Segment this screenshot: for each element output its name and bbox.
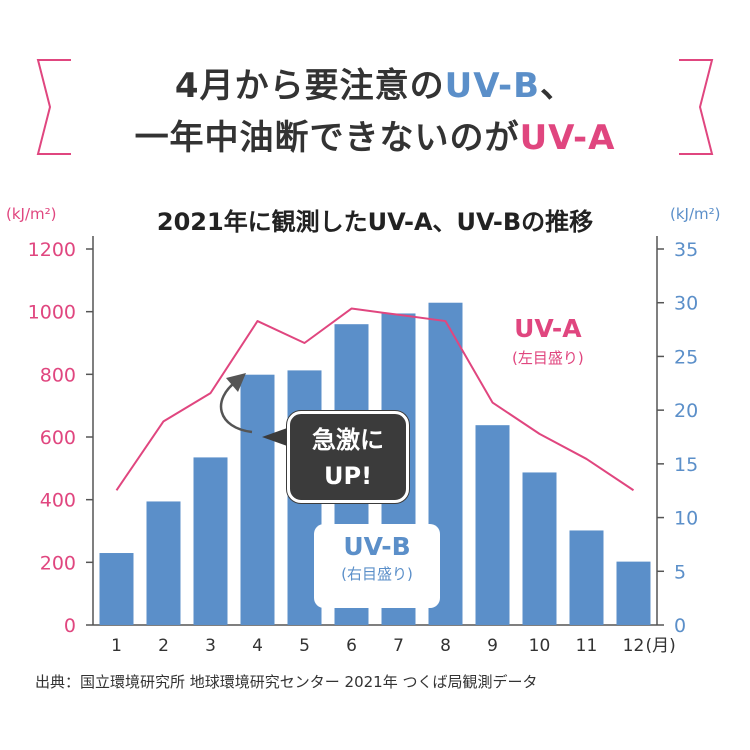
x-tick-label: 12 <box>623 636 645 656</box>
uva-series-label: UV-A (左目盛り) <box>512 314 584 368</box>
left-tick-label: 800 <box>40 364 76 386</box>
uvb-bar <box>522 472 557 625</box>
uvb-bar <box>146 501 181 625</box>
left-tick-label: 400 <box>40 490 76 512</box>
curved-arrow-icon <box>219 378 253 434</box>
arrow-head-icon <box>226 373 246 392</box>
uva-axis-note: (左目盛り) <box>512 349 584 367</box>
x-tick-label: 6 <box>346 636 357 656</box>
x-tick-label: 10 <box>529 636 551 656</box>
x-tick-label: 5 <box>299 636 310 656</box>
uva-line <box>115 307 635 492</box>
uvb-bar <box>616 561 651 625</box>
left-axis-unit: (kJ/m²) <box>6 205 57 223</box>
x-tick-label: 2 <box>158 636 169 656</box>
right-tick-label: 25 <box>674 346 698 368</box>
x-unit-label: (月) <box>646 636 676 656</box>
uvb-bar <box>193 457 228 625</box>
right-tick-label: 15 <box>674 454 698 476</box>
uvb-series-label: UV-B (右目盛り) <box>314 524 440 608</box>
annotation-line-1: 急激に <box>312 426 384 454</box>
x-tick-label: 1 <box>111 636 122 656</box>
right-axis-unit: (kJ/m²) <box>670 205 721 223</box>
left-tick-label: 0 <box>64 615 76 637</box>
callout-tail <box>262 427 290 447</box>
uvb-series-name: UV-B <box>343 532 411 561</box>
uvb-bar <box>240 374 275 625</box>
left-tick-label: 200 <box>40 552 76 574</box>
uvb-bar <box>569 530 604 625</box>
x-tick-label: 9 <box>487 636 498 656</box>
headline-uvb: UV-B <box>444 66 541 106</box>
right-tick-label: 35 <box>674 239 698 261</box>
right-tick-label: 20 <box>674 400 698 422</box>
x-tick-label: 11 <box>576 636 598 656</box>
x-tick-label: 7 <box>393 636 404 656</box>
uvb-bar <box>475 425 510 625</box>
source-note: 出典：国立環境研究所 地球環境研究センター 2021年 つくば局観測データ <box>35 673 538 691</box>
left-tick-label: 1200 <box>28 239 76 261</box>
headline-uva: UV-A <box>519 118 616 158</box>
right-tick-label: 0 <box>674 615 686 637</box>
annotation-callout: 急激に UP! <box>287 411 409 503</box>
x-tick-label: 3 <box>205 636 216 656</box>
right-tick-label: 10 <box>674 508 698 530</box>
uva-series-name: UV-A <box>514 314 582 343</box>
left-tick-label: 1000 <box>28 302 76 324</box>
right-tick-label: 30 <box>674 293 698 315</box>
annotation-line-2: UP! <box>323 462 373 490</box>
chart-title: 2021年に観測したUV-A、UV-Bの推移 <box>156 208 594 236</box>
uvb-bar <box>99 553 134 625</box>
left-tick-label: 600 <box>40 427 76 449</box>
x-tick-label: 8 <box>440 636 451 656</box>
uvb-axis-note: (右目盛り) <box>341 565 413 583</box>
headline-line-2: 一年中油断できないのがUV-A <box>134 118 616 158</box>
x-tick-label: 4 <box>252 636 263 656</box>
headline-line-1: 4月から要注意のUV-B、 <box>174 66 576 106</box>
right-tick-label: 5 <box>674 561 686 583</box>
